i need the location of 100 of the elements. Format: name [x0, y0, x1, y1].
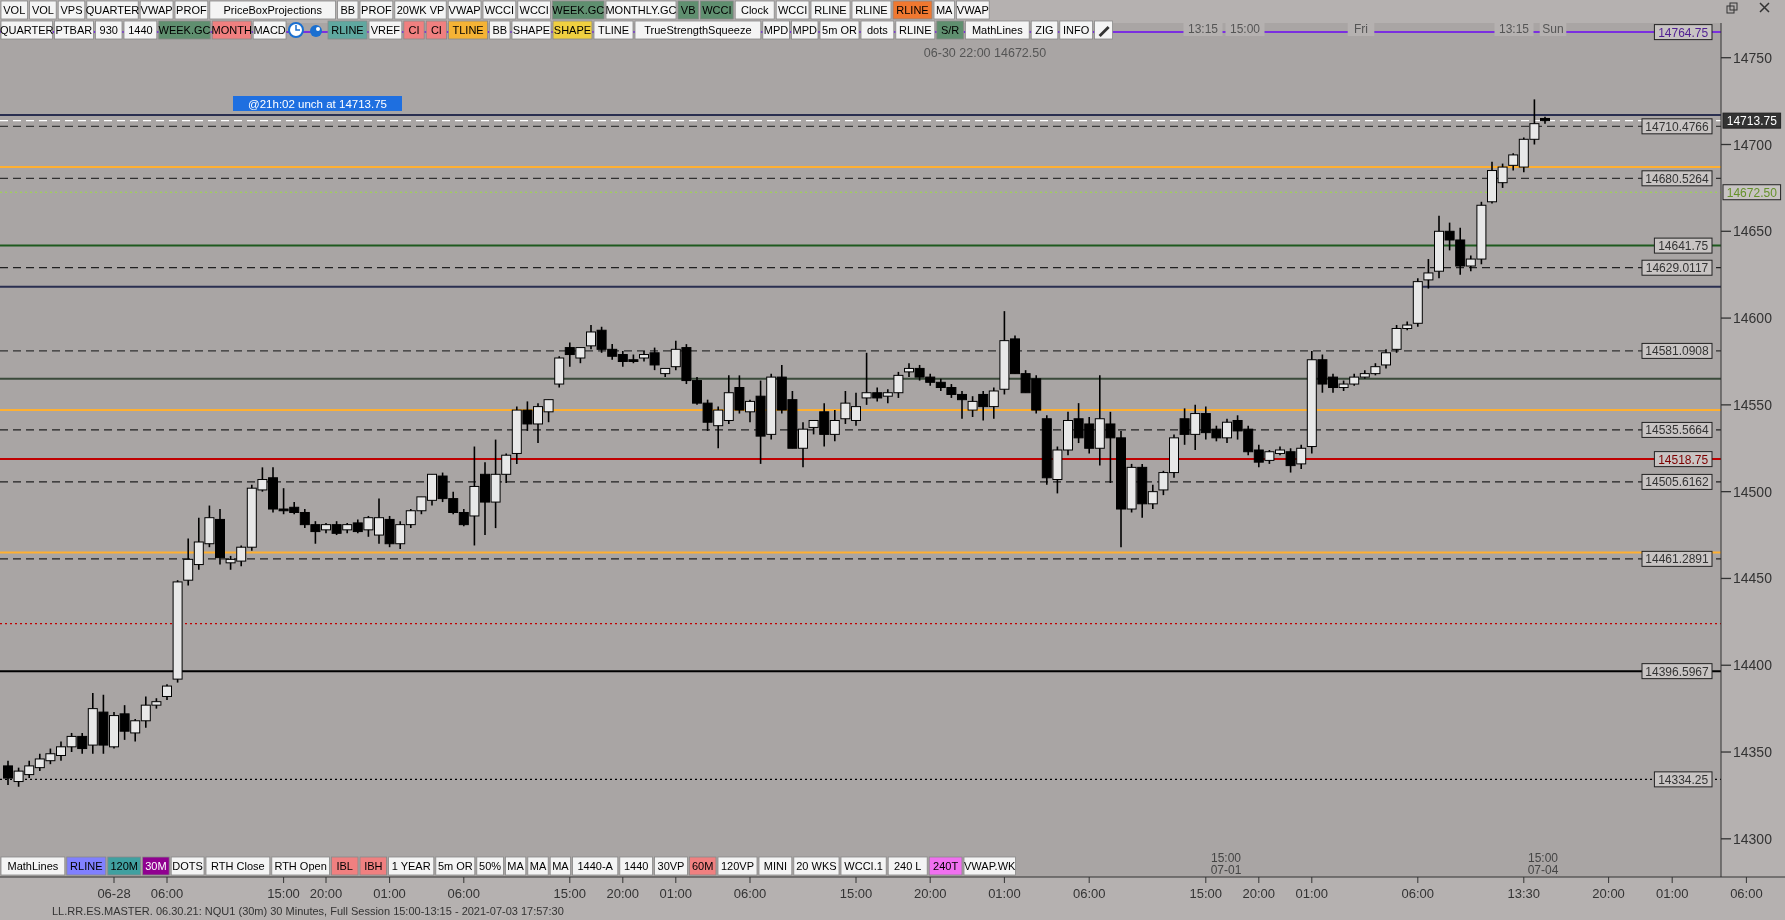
x-tick-label: 13:30	[1507, 886, 1541, 901]
x-tick-label: 15:00	[839, 886, 873, 901]
annotation: RTH Close	[211, 860, 265, 872]
annotation: 20 WKS	[796, 860, 837, 872]
x-tick-label: 20:00	[1592, 886, 1625, 901]
y-tick-label: 14450	[1733, 570, 1773, 587]
ref-line-label: 14641.75	[1658, 239, 1709, 254]
ref-line-label: 14334.25	[1658, 772, 1709, 787]
text: PROF	[176, 4, 207, 16]
annotation: TLINE	[452, 24, 484, 36]
text: RLINE	[855, 4, 888, 16]
ref-line-label: 14535.5664	[1645, 423, 1710, 438]
annotation: 120VP	[720, 860, 755, 872]
annotation: 1440	[128, 24, 153, 36]
annotation: DOTS	[172, 860, 203, 872]
x-tick-label: 01:00	[659, 886, 693, 901]
annotation: MONTH	[211, 24, 252, 36]
x-tick-label: 06:00	[150, 886, 184, 901]
text: VOL	[3, 4, 26, 16]
annotation: RLINE	[899, 24, 932, 36]
annotation: 06-30 22:00 14672.50	[923, 46, 1047, 60]
annotation: 120M	[110, 860, 138, 872]
annotation: Sun	[1542, 22, 1564, 36]
text: Clock	[740, 4, 769, 16]
x-tick-label: 20:00	[309, 886, 343, 901]
annotation: 30M	[145, 860, 167, 872]
ref-line-label: 14396.5967	[1645, 664, 1710, 679]
annotation: 240T	[933, 860, 959, 872]
annotation: CI	[430, 24, 442, 36]
annotation: MPD	[763, 24, 789, 36]
text: VWAP	[140, 4, 173, 16]
x-tick-label: 20:00	[606, 886, 640, 901]
y-tick-label: 14600	[1733, 310, 1773, 327]
y-tick-label: 14750	[1733, 49, 1773, 66]
annotation: @21h:02 unch at 14713.75	[248, 97, 387, 110]
annotation: 1440-A	[577, 860, 614, 872]
annotation: RLINE	[70, 860, 103, 872]
annotation: MPD	[792, 24, 817, 36]
annotation: 1 YEAR	[391, 860, 431, 872]
x-tick-label: 01:00	[1655, 886, 1689, 901]
annotation: 15:00	[1229, 22, 1261, 36]
annotation: 15:00 07-04	[1527, 851, 1559, 877]
text: WCCI	[519, 4, 549, 16]
annotation: MA	[552, 860, 570, 872]
annotation: S/R	[940, 24, 960, 36]
annotation: MINI	[763, 860, 788, 872]
annotation: MA	[529, 860, 547, 872]
y-tick-label: 14550	[1733, 396, 1773, 413]
x-tick-label: 06:00	[447, 886, 481, 901]
annotation: IBH	[364, 860, 383, 872]
text: PROF	[361, 4, 392, 16]
ref-line-label: 14629.0117	[1645, 261, 1709, 276]
annotation: QUARTER	[0, 24, 54, 36]
annotation: RTH Open	[274, 860, 327, 872]
annotation: 30VP	[657, 860, 685, 872]
ref-line-label: 14461.2891	[1645, 552, 1710, 567]
text: WCCI	[484, 4, 515, 16]
annotation: VREF	[370, 24, 401, 36]
x-tick-label: 15:00	[553, 886, 587, 901]
annotation: RLINE	[331, 24, 364, 36]
annotation: 5m OR	[822, 24, 857, 36]
x-tick-label: 15:00	[1189, 886, 1223, 901]
text: MA	[935, 4, 954, 16]
text: VPS	[60, 4, 83, 16]
annotation: MA	[507, 860, 525, 872]
x-tick-label: 15:00	[267, 886, 300, 901]
text: LL.RR.ES.MASTER. 06.30.21: NQU1 (30m) 30 Minutes, Full Session 15:00-13:15 - 2021-07-03 17:57:30	[52, 905, 564, 917]
text: PriceBoxProjections	[223, 4, 323, 16]
annotation: TrueStrengthSqueeze	[644, 24, 752, 36]
annotation: SHAPE	[512, 24, 551, 36]
annotation: Fri	[1354, 22, 1368, 36]
ref-line-label: 14713.75	[1726, 114, 1778, 129]
annotation: 15:00 07-01	[1210, 851, 1242, 877]
text: VOL	[31, 4, 54, 16]
annotation: 5m OR	[437, 860, 473, 872]
text: RLINE	[896, 4, 929, 16]
candlestick	[1423, 258, 1434, 290]
text: WEEK.GC	[552, 4, 605, 16]
x-tick-label: 06:00	[1401, 886, 1435, 901]
annotation: TLINE	[597, 24, 630, 36]
annotation: IBL	[336, 860, 353, 872]
annotation: VWAP.WK	[964, 860, 1017, 872]
annotation: INFO	[1063, 24, 1090, 36]
text: VWAP	[956, 4, 989, 16]
y-tick-label: 14300	[1733, 830, 1773, 847]
y-tick-label: 14500	[1733, 483, 1773, 500]
ref-line-label: 14505.6162	[1645, 475, 1710, 490]
annotation: 13:15	[1498, 22, 1530, 36]
text: WCCI	[777, 4, 808, 16]
annotation: BB	[492, 24, 508, 36]
annotation: PTBAR	[55, 24, 93, 36]
x-tick-label: 06:00	[733, 886, 767, 901]
x-tick-label: 01:00	[988, 886, 1021, 901]
annotation: MACD	[253, 24, 286, 36]
y-tick-label: 14400	[1733, 657, 1773, 674]
text: VWAP	[448, 4, 481, 16]
annotation: 50%	[479, 860, 502, 872]
candlestick	[1381, 348, 1391, 370]
y-tick-label: 14650	[1733, 223, 1773, 240]
ref-line-label: 14710.4766	[1645, 119, 1710, 134]
